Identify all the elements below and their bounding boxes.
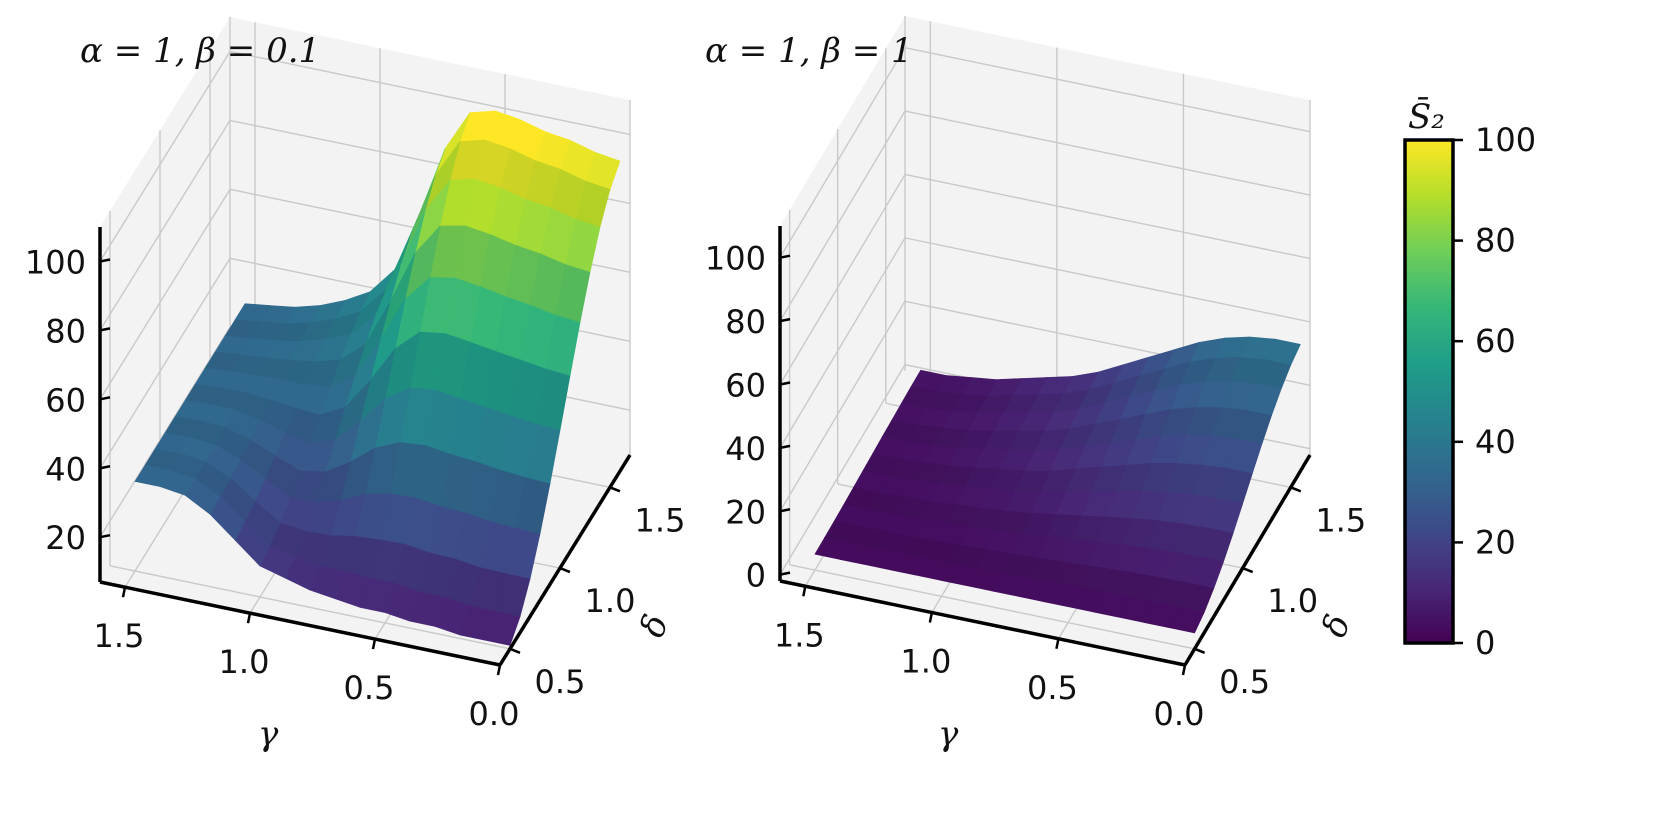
delta-tick-mark — [1194, 647, 1206, 655]
gamma-tick-mark — [246, 612, 252, 624]
z-tick-label: 40 — [45, 450, 86, 488]
gridline — [779, 110, 906, 322]
delta-tick-mark — [509, 647, 521, 655]
right-surface — [814, 336, 1301, 634]
z-tick-mark — [99, 396, 111, 401]
delta-tick-mark — [1290, 486, 1302, 493]
left-wall-pane — [100, 17, 230, 582]
left-plot-title: α = 1, β = 0.1 — [80, 31, 320, 71]
colorbar-tick-label: 40 — [1475, 423, 1516, 461]
z-tick-label: 40 — [725, 430, 766, 468]
right-plot-title: α = 1, β = 1 — [705, 31, 913, 71]
colorbar-label: S̄₂ — [1408, 96, 1445, 137]
gamma-tick-label: 1.0 — [900, 643, 951, 681]
gamma-axis-line — [779, 579, 1186, 667]
gridline — [904, 110, 1311, 196]
gamma-tick-mark — [121, 586, 127, 598]
z-tick-mark — [779, 444, 791, 450]
z-tick-label: 100 — [25, 243, 86, 281]
delta-tick-mark — [559, 566, 571, 574]
gridline — [904, 237, 1311, 323]
left-surface — [134, 110, 621, 646]
colorbar-tick-label: 80 — [1475, 222, 1516, 260]
z-tick-mark — [99, 465, 111, 470]
delta-axis-line — [1183, 454, 1312, 666]
gamma-tick-label: 1.5 — [774, 616, 825, 654]
z-tick-mark — [779, 508, 791, 513]
gridline — [779, 47, 906, 259]
z-tick-mark — [99, 258, 111, 263]
left-gamma-axis-label: γ — [258, 714, 279, 754]
gamma-tick-mark — [1181, 664, 1187, 676]
delta-tick-label: 1.5 — [635, 501, 686, 539]
gridline — [779, 237, 906, 449]
gridline — [789, 564, 1195, 650]
gamma-tick-label: 0.0 — [469, 695, 520, 733]
gridline — [109, 565, 511, 650]
delta-tick-label: 1.5 — [1315, 501, 1366, 539]
gridline — [779, 300, 906, 512]
gridline — [99, 257, 231, 469]
z-tick-mark — [779, 381, 791, 386]
z-tick-label: 60 — [45, 381, 86, 419]
delta-tick-label: 0.5 — [1219, 663, 1270, 701]
left-delta-axis-label: δ — [632, 609, 677, 642]
z-tick-label: 80 — [725, 303, 766, 341]
z-tick-label: 60 — [725, 366, 766, 404]
colorbar-ticks: 0 20 40 60 80 100 — [1453, 121, 1536, 662]
z-tick-label: 20 — [45, 519, 86, 557]
z-tick-mark — [99, 327, 111, 332]
colorbar-tick-label: 100 — [1475, 121, 1536, 159]
gamma-tick-label: 0.5 — [344, 669, 395, 707]
right-delta-axis-label: δ — [1314, 609, 1359, 642]
gamma-tick-mark — [802, 586, 807, 597]
gridline — [779, 174, 906, 385]
gridline — [99, 120, 231, 331]
z-tick-label: 20 — [725, 493, 766, 531]
left-axes: 1.5 1.0 0.5 0.0 0.5 1.0 1.5 20 40 60 80 100 — [25, 227, 686, 733]
z-tick-label: 0 — [746, 557, 766, 595]
z-tick-label: 100 — [705, 240, 766, 278]
left-surface-plot: 1.5 1.0 0.5 0.0 0.5 1.0 1.5 20 40 60 80 100 α = 1, … — [25, 17, 686, 754]
colorbar-tick-label: 20 — [1475, 523, 1516, 561]
gridline — [99, 51, 231, 262]
gamma-axis-line — [99, 580, 501, 667]
delta-tick-mark — [609, 486, 621, 493]
left-wall-pane — [780, 16, 905, 581]
delta-tick-label: 1.0 — [1267, 582, 1318, 620]
delta-tick-label: 0.5 — [535, 663, 586, 701]
z-tick-mark — [99, 533, 111, 539]
delta-tick-mark — [1242, 566, 1254, 574]
gamma-tick-label: 0.0 — [1154, 695, 1205, 733]
z-tick-mark — [779, 571, 791, 576]
z-tick-mark — [779, 254, 791, 259]
delta-tick-label: 1.0 — [585, 582, 636, 620]
z-tick-mark — [779, 317, 791, 323]
z-tick-label: 80 — [45, 312, 86, 350]
gamma-tick-label: 0.5 — [1027, 669, 1078, 707]
gamma-tick-mark — [371, 638, 377, 650]
colorbar: S̄₂ 0 20 40 60 80 100 — [1403, 96, 1536, 662]
gamma-tick-mark — [928, 612, 934, 623]
gridline — [779, 364, 906, 576]
gridline — [99, 326, 231, 538]
gridline — [99, 188, 231, 400]
gamma-tick-mark — [1055, 638, 1060, 649]
gridline — [904, 173, 1311, 260]
colorbar-tick-label: 0 — [1475, 624, 1495, 662]
surface-patch — [134, 464, 171, 487]
colorbar-tick-label: 60 — [1475, 322, 1516, 360]
gridline — [229, 50, 631, 136]
right-gamma-axis-label: γ — [938, 714, 959, 754]
gamma-tick-mark — [496, 664, 502, 676]
gridline — [904, 47, 1311, 133]
colorbar-gradient — [1403, 138, 1455, 645]
gamma-tick-label: 1.0 — [219, 643, 270, 681]
delta-axis-line — [498, 454, 632, 666]
gamma-tick-label: 1.5 — [94, 617, 145, 655]
surface-patch — [814, 537, 851, 560]
